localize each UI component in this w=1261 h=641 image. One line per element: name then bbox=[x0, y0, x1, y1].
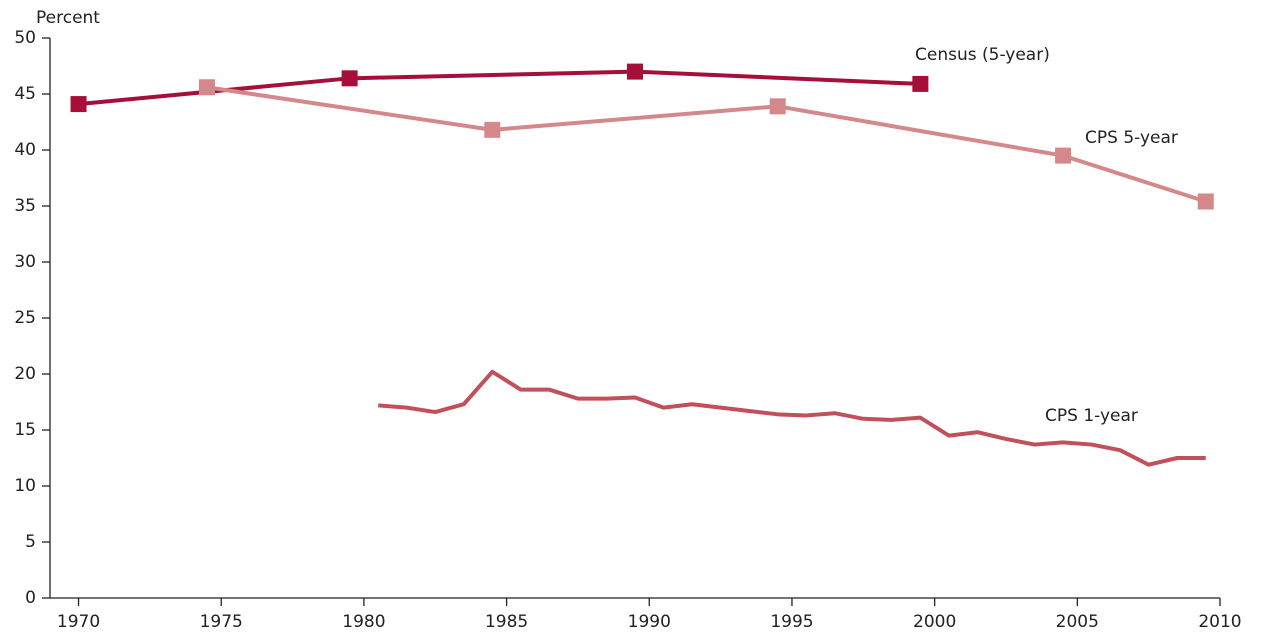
marker bbox=[341, 70, 358, 87]
series-label: CPS 5-year bbox=[1085, 128, 1178, 148]
x-tick-label: 2005 bbox=[1056, 612, 1099, 632]
y-tick-label: 5 bbox=[25, 532, 36, 552]
marker bbox=[1055, 147, 1072, 164]
marker bbox=[912, 75, 929, 92]
y-axis-label: Percent bbox=[36, 8, 100, 28]
x-tick-label: 1970 bbox=[57, 612, 100, 632]
marker bbox=[198, 79, 215, 96]
x-tick-label: 2000 bbox=[913, 612, 956, 632]
marker bbox=[627, 63, 643, 80]
marker bbox=[769, 98, 786, 115]
series-label: CPS 1-year bbox=[1045, 406, 1138, 426]
x-tick-label: 1985 bbox=[485, 612, 528, 632]
marker bbox=[1197, 193, 1214, 210]
series-line bbox=[378, 369, 1206, 467]
x-tick-label: 2010 bbox=[1198, 612, 1241, 632]
y-tick-label: 50 bbox=[14, 28, 36, 48]
y-tick-label: 15 bbox=[14, 420, 36, 440]
y-tick-label: 35 bbox=[14, 196, 36, 216]
marker bbox=[70, 96, 87, 113]
x-tick-label: 1980 bbox=[342, 612, 385, 632]
x-tick-label: 1975 bbox=[200, 612, 243, 632]
y-tick-label: 45 bbox=[14, 84, 36, 104]
series-line bbox=[206, 85, 1207, 204]
y-tick-label: 30 bbox=[14, 252, 36, 272]
marker bbox=[484, 121, 501, 138]
y-tick-label: 10 bbox=[14, 476, 36, 496]
series-label: Census (5-year) bbox=[915, 45, 1050, 65]
y-tick-label: 25 bbox=[14, 308, 36, 328]
y-tick-label: 0 bbox=[25, 588, 36, 608]
x-tick-label: 1995 bbox=[770, 612, 813, 632]
y-tick-label: 40 bbox=[14, 140, 36, 160]
x-tick-label: 1990 bbox=[628, 612, 671, 632]
y-tick-label: 20 bbox=[14, 364, 36, 384]
